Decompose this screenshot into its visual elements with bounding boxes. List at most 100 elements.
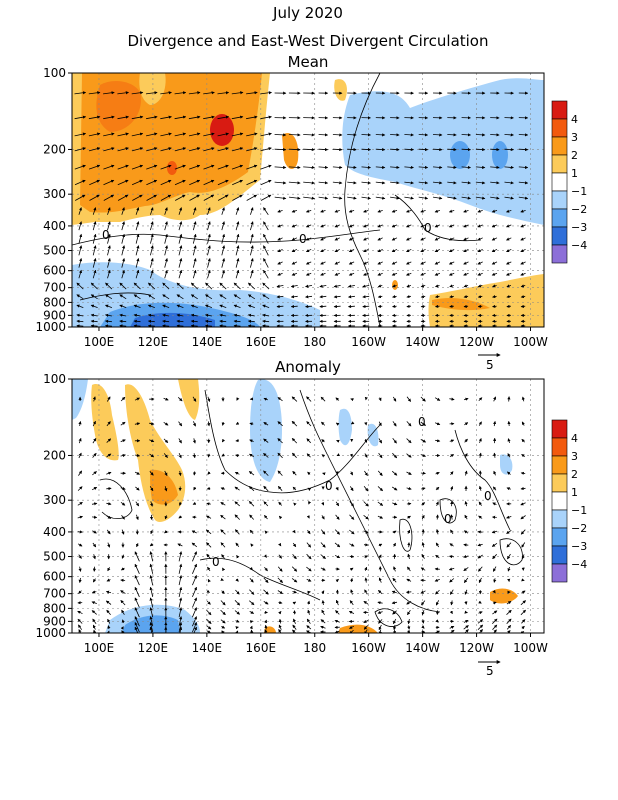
wind-vector (77, 618, 83, 624)
wind-vector (464, 629, 469, 633)
wind-vector (103, 91, 115, 95)
wind-vector (207, 453, 211, 458)
wind-vector (307, 529, 311, 535)
wind-vector (303, 196, 315, 200)
colorbar-swatch (551, 545, 568, 565)
wind-vector (404, 165, 414, 169)
wind-vector (249, 453, 255, 458)
wind-vector (276, 284, 284, 288)
wind-vector (492, 624, 498, 630)
wind-vector (506, 295, 511, 299)
wind-vector (521, 542, 526, 548)
wind-vector (406, 600, 412, 605)
wind-vector (134, 586, 140, 598)
wind-vector (461, 165, 472, 169)
wind-vector (74, 164, 86, 170)
wind-vector (247, 313, 255, 317)
wind-vector (231, 115, 244, 120)
wind-vector (506, 304, 511, 308)
wind-vector (233, 319, 241, 323)
wind-vector (174, 147, 187, 152)
wind-vector (288, 181, 301, 185)
wind-vector (432, 181, 443, 185)
wind-vector (164, 207, 168, 215)
wind-vector (220, 502, 226, 506)
wind-vector (92, 515, 98, 519)
wind-vector (193, 486, 197, 491)
wind-vector (234, 610, 241, 615)
wind-vector (207, 566, 211, 572)
colorbar-swatch (551, 208, 568, 228)
wind-vector (320, 261, 326, 265)
wind-vector (106, 502, 112, 506)
wind-vector (179, 502, 183, 506)
wind-vector (321, 609, 325, 615)
wind-vector (377, 501, 384, 506)
wind-vector (421, 630, 426, 633)
wind-vector (249, 567, 253, 571)
wind-vector (349, 529, 355, 535)
wind-vector (477, 261, 483, 265)
colorbar-label: −3 (571, 540, 587, 553)
wind-vector (407, 609, 411, 616)
colorbar-swatch (551, 491, 568, 511)
x-tick-label: 160E (246, 335, 277, 349)
wind-vector (150, 233, 154, 244)
wind-vector (206, 542, 212, 548)
wind-vector (364, 566, 368, 571)
wind-vector (435, 554, 440, 559)
y-tick-label: 200 (43, 142, 66, 156)
wind-vector (263, 207, 269, 216)
wind-vector (347, 295, 355, 299)
wind-vector (192, 575, 197, 586)
colorbar-label: −2 (571, 522, 587, 535)
wind-vector (149, 439, 155, 443)
wind-vector (76, 313, 84, 317)
wind-vector (520, 600, 526, 606)
x-tick-label: 160W (351, 641, 386, 655)
wind-vector (277, 209, 283, 213)
wind-vector (478, 629, 483, 633)
wind-vector (77, 501, 83, 506)
wind-vector (475, 133, 486, 137)
wind-vector (235, 542, 240, 548)
wind-vector (175, 194, 186, 201)
wind-vector (378, 543, 383, 547)
wind-vector (347, 196, 357, 200)
wind-vector (363, 501, 369, 507)
wind-vector (121, 609, 125, 615)
wind-vector (319, 295, 327, 299)
wind-vector (475, 147, 486, 152)
wind-vector (75, 194, 86, 201)
wind-vector (234, 501, 240, 507)
wind-vector (219, 282, 227, 290)
wind-vector (492, 618, 498, 624)
wind-vector (235, 578, 239, 582)
wind-vector (420, 272, 426, 276)
wind-vector (248, 471, 255, 476)
wind-vector (106, 421, 111, 427)
wind-vector (347, 165, 357, 169)
wind-vector (320, 619, 326, 624)
wind-vector (377, 237, 383, 241)
y-tick-label: 900 (43, 614, 66, 628)
wind-vector (306, 625, 312, 630)
wind-vector (448, 209, 455, 213)
wind-vector (192, 396, 197, 402)
wind-vector (90, 282, 98, 290)
wind-vector (348, 261, 355, 265)
wind-vector (121, 269, 125, 279)
wind-vector (207, 269, 211, 279)
wind-vector (232, 179, 243, 186)
wind-vector (149, 586, 154, 597)
wind-vector (192, 257, 197, 268)
wind-vector (203, 115, 215, 120)
y-tick-label: 700 (43, 587, 66, 601)
wind-vector (521, 438, 525, 443)
wind-vector (264, 566, 268, 572)
wind-vector (74, 91, 87, 95)
y-tick-label: 800 (43, 295, 66, 309)
wind-vector (434, 261, 441, 265)
wind-vector (177, 543, 183, 547)
wind-vector (178, 269, 183, 279)
